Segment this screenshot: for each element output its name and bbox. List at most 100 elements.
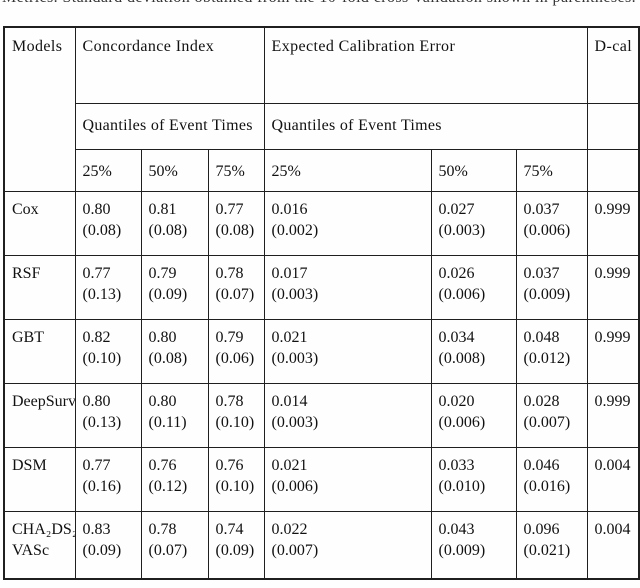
metric-sd: (0.08) (215, 221, 255, 239)
metric-cell: 0.79 (0.09) (140, 254, 209, 320)
empty-cell (586, 102, 640, 150)
metric-mean: 0.77 (82, 264, 111, 282)
metric-mean: 0.014 (271, 392, 308, 410)
metric-cell: 0.021 (0.006) (263, 446, 432, 512)
metric-cell: 0.026 (0.006) (430, 254, 517, 320)
metric-mean: 0.80 (82, 392, 111, 410)
metric-sd: (0.006) (438, 285, 486, 303)
metric-sd: (0.006) (523, 221, 571, 239)
expected-calibration-error-header: Expected Calibration Error (263, 26, 588, 104)
metric-cell: 0.77 (0.16) (74, 446, 142, 512)
metric-sd: (0.06) (215, 349, 255, 367)
model-name: DSM (3, 446, 76, 512)
metric-cell: 0.033 (0.010) (430, 446, 517, 512)
metric-mean: 0.79 (215, 328, 244, 346)
metric-mean: 0.81 (148, 200, 177, 218)
metric-mean: 0.026 (438, 264, 475, 282)
metric-mean: 0.046 (523, 456, 560, 474)
metric-cell: 0.78 (0.10) (207, 382, 265, 448)
metric-cell: 0.79 (0.06) (207, 318, 265, 384)
table-row: DSM 0.77 (0.16) 0.76 (0.12) 0.76 (0.10) 0.021 (0… (3, 446, 640, 512)
metric-sd: (0.13) (82, 285, 122, 303)
metric-sd: (0.09) (215, 541, 255, 559)
metric-cell: 0.048 (0.012) (515, 318, 588, 384)
metric-sd: (0.009) (438, 541, 486, 559)
metric-sd: (0.003) (271, 285, 319, 303)
metric-mean: 0.78 (215, 264, 244, 282)
metric-sd: (0.021) (523, 541, 571, 559)
quantile-label-ece-25: 25% (263, 148, 432, 192)
dcal-value: 0.999 (586, 382, 640, 448)
metric-mean: 0.033 (438, 456, 475, 474)
metric-cell: 0.022 (0.007) (263, 510, 432, 580)
metric-mean: 0.096 (523, 520, 560, 538)
empty-cell (586, 148, 640, 192)
metric-mean: 0.043 (438, 520, 475, 538)
metric-sd: (0.09) (82, 541, 122, 559)
metric-mean: 0.83 (82, 520, 111, 538)
metric-cell: 0.78 (0.07) (207, 254, 265, 320)
dcal-value: 0.999 (586, 318, 640, 384)
metric-cell: 0.046 (0.016) (515, 446, 588, 512)
metric-sd: (0.13) (82, 413, 122, 431)
metric-sd: (0.002) (271, 221, 319, 239)
metric-cell: 0.80 (0.08) (74, 190, 142, 256)
quantiles-subheader-ece: Quantiles of Event Times (263, 102, 588, 150)
table-row: Cox 0.80 (0.08) 0.81 (0.08) 0.77 (0.08) 0.016 (0… (3, 190, 640, 256)
metric-sd: (0.16) (82, 477, 122, 495)
metric-mean: 0.79 (148, 264, 177, 282)
metric-cell: 0.043 (0.009) (430, 510, 517, 580)
metric-cell: 0.021 (0.003) (263, 318, 432, 384)
table-row: CHA₂DS₂-VASc 0.83 (0.09) 0.78 (0.07) 0.74 (0.0… (3, 510, 640, 580)
header-row-groups: Models Concordance Index Expected Calibr… (3, 26, 640, 192)
metric-mean: 0.82 (82, 328, 111, 346)
table-row: GBT 0.82 (0.10) 0.80 (0.08) 0.79 (0.06) 0.021 (0… (3, 318, 640, 384)
metric-sd: (0.003) (271, 413, 319, 431)
metric-mean: 0.022 (271, 520, 308, 538)
metric-cell: 0.80 (0.11) (140, 382, 209, 448)
metric-sd: (0.006) (438, 413, 486, 431)
dcal-value: 0.004 (586, 446, 640, 512)
metric-cell: 0.028 (0.007) (515, 382, 588, 448)
metric-sd: (0.10) (82, 349, 122, 367)
metric-cell: 0.027 (0.003) (430, 190, 517, 256)
metric-sd: (0.08) (148, 221, 188, 239)
metric-cell: 0.017 (0.003) (263, 254, 432, 320)
metric-mean: 0.048 (523, 328, 560, 346)
metric-cell: 0.77 (0.08) (207, 190, 265, 256)
metric-sd: (0.008) (438, 349, 486, 367)
quantile-label-ece-50: 50% (430, 148, 517, 192)
quantile-label-ece-75: 75% (515, 148, 588, 192)
table-row: RSF 0.77 (0.13) 0.79 (0.09) 0.78 (0.07) 0.017 (0… (3, 254, 640, 320)
metric-cell: 0.78 (0.07) (140, 510, 209, 580)
metric-sd: (0.010) (438, 477, 486, 495)
dcal-value: 0.999 (586, 254, 640, 320)
metric-cell: 0.74 (0.09) (207, 510, 265, 580)
header-row-quantiles: 25% 50% 75% 25% 50% 75% (4, 148, 640, 192)
header-row-subgroups: Quantiles of Event Times Quantiles of Ev… (4, 102, 640, 150)
metric-mean: 0.034 (438, 328, 475, 346)
metric-sd: (0.016) (523, 477, 571, 495)
metric-cell: 0.82 (0.10) (74, 318, 142, 384)
metric-sd: (0.007) (523, 413, 571, 431)
metric-cell: 0.016 (0.002) (263, 190, 432, 256)
metric-cell: 0.76 (0.12) (140, 446, 209, 512)
metric-cell: 0.76 (0.10) (207, 446, 265, 512)
quantile-label-ci-25: 25% (74, 148, 142, 192)
metric-cell: 0.83 (0.09) (74, 510, 142, 580)
metric-mean: 0.021 (271, 328, 308, 346)
metric-cell: 0.80 (0.13) (74, 382, 142, 448)
metric-mean: 0.76 (148, 456, 177, 474)
metric-mean: 0.028 (523, 392, 560, 410)
metric-sd: (0.10) (215, 477, 255, 495)
metric-mean: 0.020 (438, 392, 475, 410)
results-table: Models Concordance Index Expected Calibr… (3, 26, 640, 580)
metric-mean: 0.74 (215, 520, 244, 538)
metric-mean: 0.77 (215, 200, 244, 218)
metric-sd: (0.08) (82, 221, 122, 239)
metric-sd: (0.009) (523, 285, 571, 303)
metric-mean: 0.017 (271, 264, 308, 282)
metric-mean: 0.037 (523, 200, 560, 218)
metric-sd: (0.12) (148, 477, 188, 495)
